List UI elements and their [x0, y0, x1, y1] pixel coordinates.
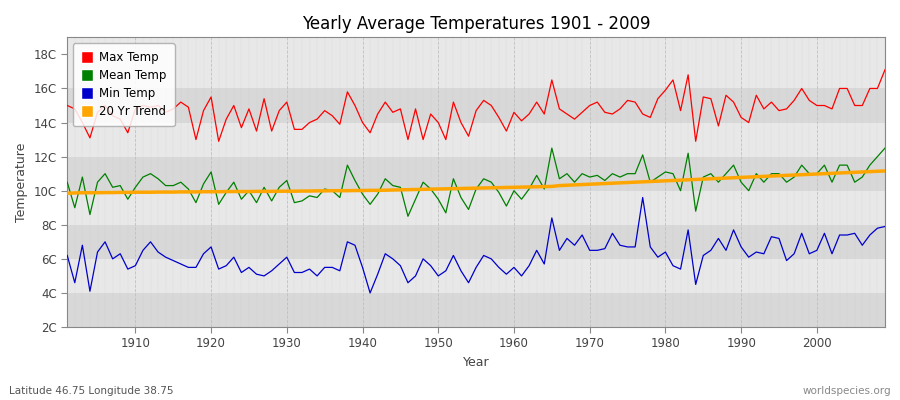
- Legend: Max Temp, Mean Temp, Min Temp, 20 Yr Trend: Max Temp, Mean Temp, Min Temp, 20 Yr Tre…: [73, 43, 175, 126]
- Bar: [68, 191, 885, 225]
- Y-axis label: Temperature: Temperature: [15, 142, 28, 222]
- Bar: [68, 54, 885, 88]
- Bar: [68, 88, 885, 122]
- Text: worldspecies.org: worldspecies.org: [803, 386, 891, 396]
- Bar: [68, 293, 885, 327]
- Bar: [68, 225, 885, 259]
- Bar: [68, 122, 885, 157]
- Title: Yearly Average Temperatures 1901 - 2009: Yearly Average Temperatures 1901 - 2009: [302, 15, 651, 33]
- X-axis label: Year: Year: [463, 356, 490, 369]
- Bar: [68, 157, 885, 191]
- Bar: [68, 259, 885, 293]
- Text: Latitude 46.75 Longitude 38.75: Latitude 46.75 Longitude 38.75: [9, 386, 174, 396]
